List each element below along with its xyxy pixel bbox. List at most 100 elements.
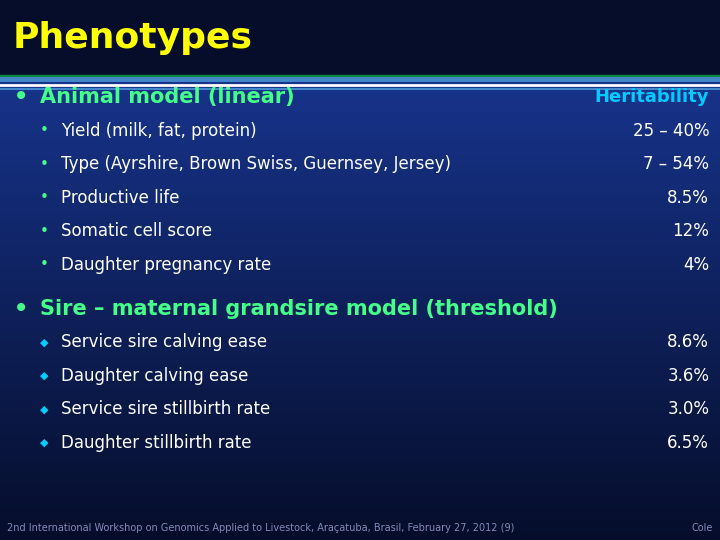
Bar — [0, 319, 720, 321]
Bar — [0, 532, 720, 535]
Bar — [0, 157, 720, 159]
Bar — [0, 351, 720, 354]
Bar — [0, 132, 720, 135]
Bar — [0, 92, 720, 94]
Bar — [0, 364, 720, 367]
Bar — [0, 124, 720, 127]
Bar — [0, 284, 720, 286]
Bar — [0, 14, 720, 16]
Bar — [0, 456, 720, 459]
Bar — [0, 443, 720, 445]
Bar — [0, 230, 720, 232]
Bar — [0, 454, 720, 456]
Bar — [0, 327, 720, 329]
Bar — [0, 176, 720, 178]
Bar — [0, 502, 720, 505]
Text: Daughter calving ease: Daughter calving ease — [61, 367, 248, 385]
Bar — [0, 221, 720, 224]
Bar — [0, 348, 720, 351]
Bar — [0, 356, 720, 359]
Bar — [0, 216, 720, 219]
Bar — [0, 130, 720, 132]
Bar — [0, 146, 720, 148]
Bar — [0, 397, 720, 400]
Text: •: • — [13, 295, 30, 323]
Bar — [0, 302, 720, 305]
Bar — [0, 378, 720, 381]
Bar — [0, 138, 720, 140]
Bar — [0, 0, 720, 3]
Bar — [0, 292, 720, 294]
Bar — [0, 478, 720, 481]
Bar — [0, 32, 720, 35]
Bar — [0, 57, 720, 59]
Bar — [0, 475, 720, 478]
Bar — [0, 35, 720, 38]
Text: Heritability: Heritability — [595, 88, 709, 106]
Bar — [0, 346, 720, 348]
Bar — [0, 235, 720, 238]
Bar — [0, 400, 720, 402]
Bar — [0, 243, 720, 246]
Text: 3.0%: 3.0% — [667, 400, 709, 418]
Text: Animal model (linear): Animal model (linear) — [40, 87, 294, 107]
Text: Phenotypes: Phenotypes — [13, 21, 253, 55]
Text: •: • — [13, 83, 30, 111]
Bar — [0, 254, 720, 256]
Text: Service sire stillbirth rate: Service sire stillbirth rate — [61, 400, 271, 418]
Text: Yield (milk, fat, protein): Yield (milk, fat, protein) — [61, 122, 257, 140]
Bar — [0, 197, 720, 200]
Text: 8.5%: 8.5% — [667, 188, 709, 207]
Bar — [0, 316, 720, 319]
Bar — [0, 354, 720, 356]
Bar — [0, 248, 720, 251]
Bar — [0, 113, 720, 116]
Bar — [0, 518, 720, 521]
Bar — [0, 459, 720, 462]
Bar — [0, 370, 720, 373]
Bar — [0, 186, 720, 189]
Bar — [0, 281, 720, 284]
Bar — [0, 19, 720, 22]
Text: •: • — [40, 257, 48, 272]
Bar — [0, 386, 720, 389]
Text: •: • — [40, 224, 48, 239]
Text: 12%: 12% — [672, 222, 709, 240]
Bar — [0, 321, 720, 324]
Bar — [0, 324, 720, 327]
Text: 3.6%: 3.6% — [667, 367, 709, 385]
Bar — [0, 51, 720, 54]
Bar — [0, 173, 720, 176]
Bar — [0, 170, 720, 173]
Bar — [0, 437, 720, 440]
Bar — [0, 526, 720, 529]
Bar — [0, 335, 720, 338]
Bar — [0, 208, 720, 211]
Bar — [0, 446, 720, 448]
Bar — [0, 119, 720, 122]
Bar — [0, 40, 720, 43]
Bar — [0, 338, 720, 340]
Bar — [0, 270, 720, 273]
Text: •: • — [40, 123, 48, 138]
Bar — [0, 162, 720, 165]
Bar — [0, 127, 720, 130]
Bar — [0, 46, 720, 49]
Bar — [0, 165, 720, 167]
Text: 8.6%: 8.6% — [667, 333, 709, 352]
Bar — [0, 343, 720, 346]
Bar — [0, 470, 720, 472]
Bar — [0, 329, 720, 332]
Bar — [0, 246, 720, 248]
Bar — [0, 413, 720, 416]
Bar — [0, 194, 720, 197]
Bar — [0, 30, 720, 32]
Text: ◆: ◆ — [40, 438, 48, 448]
Bar — [0, 97, 720, 100]
Text: 4%: 4% — [683, 255, 709, 274]
Bar — [0, 11, 720, 14]
Bar — [0, 200, 720, 202]
Bar — [0, 38, 720, 40]
Bar — [0, 108, 720, 111]
Bar — [0, 310, 720, 313]
